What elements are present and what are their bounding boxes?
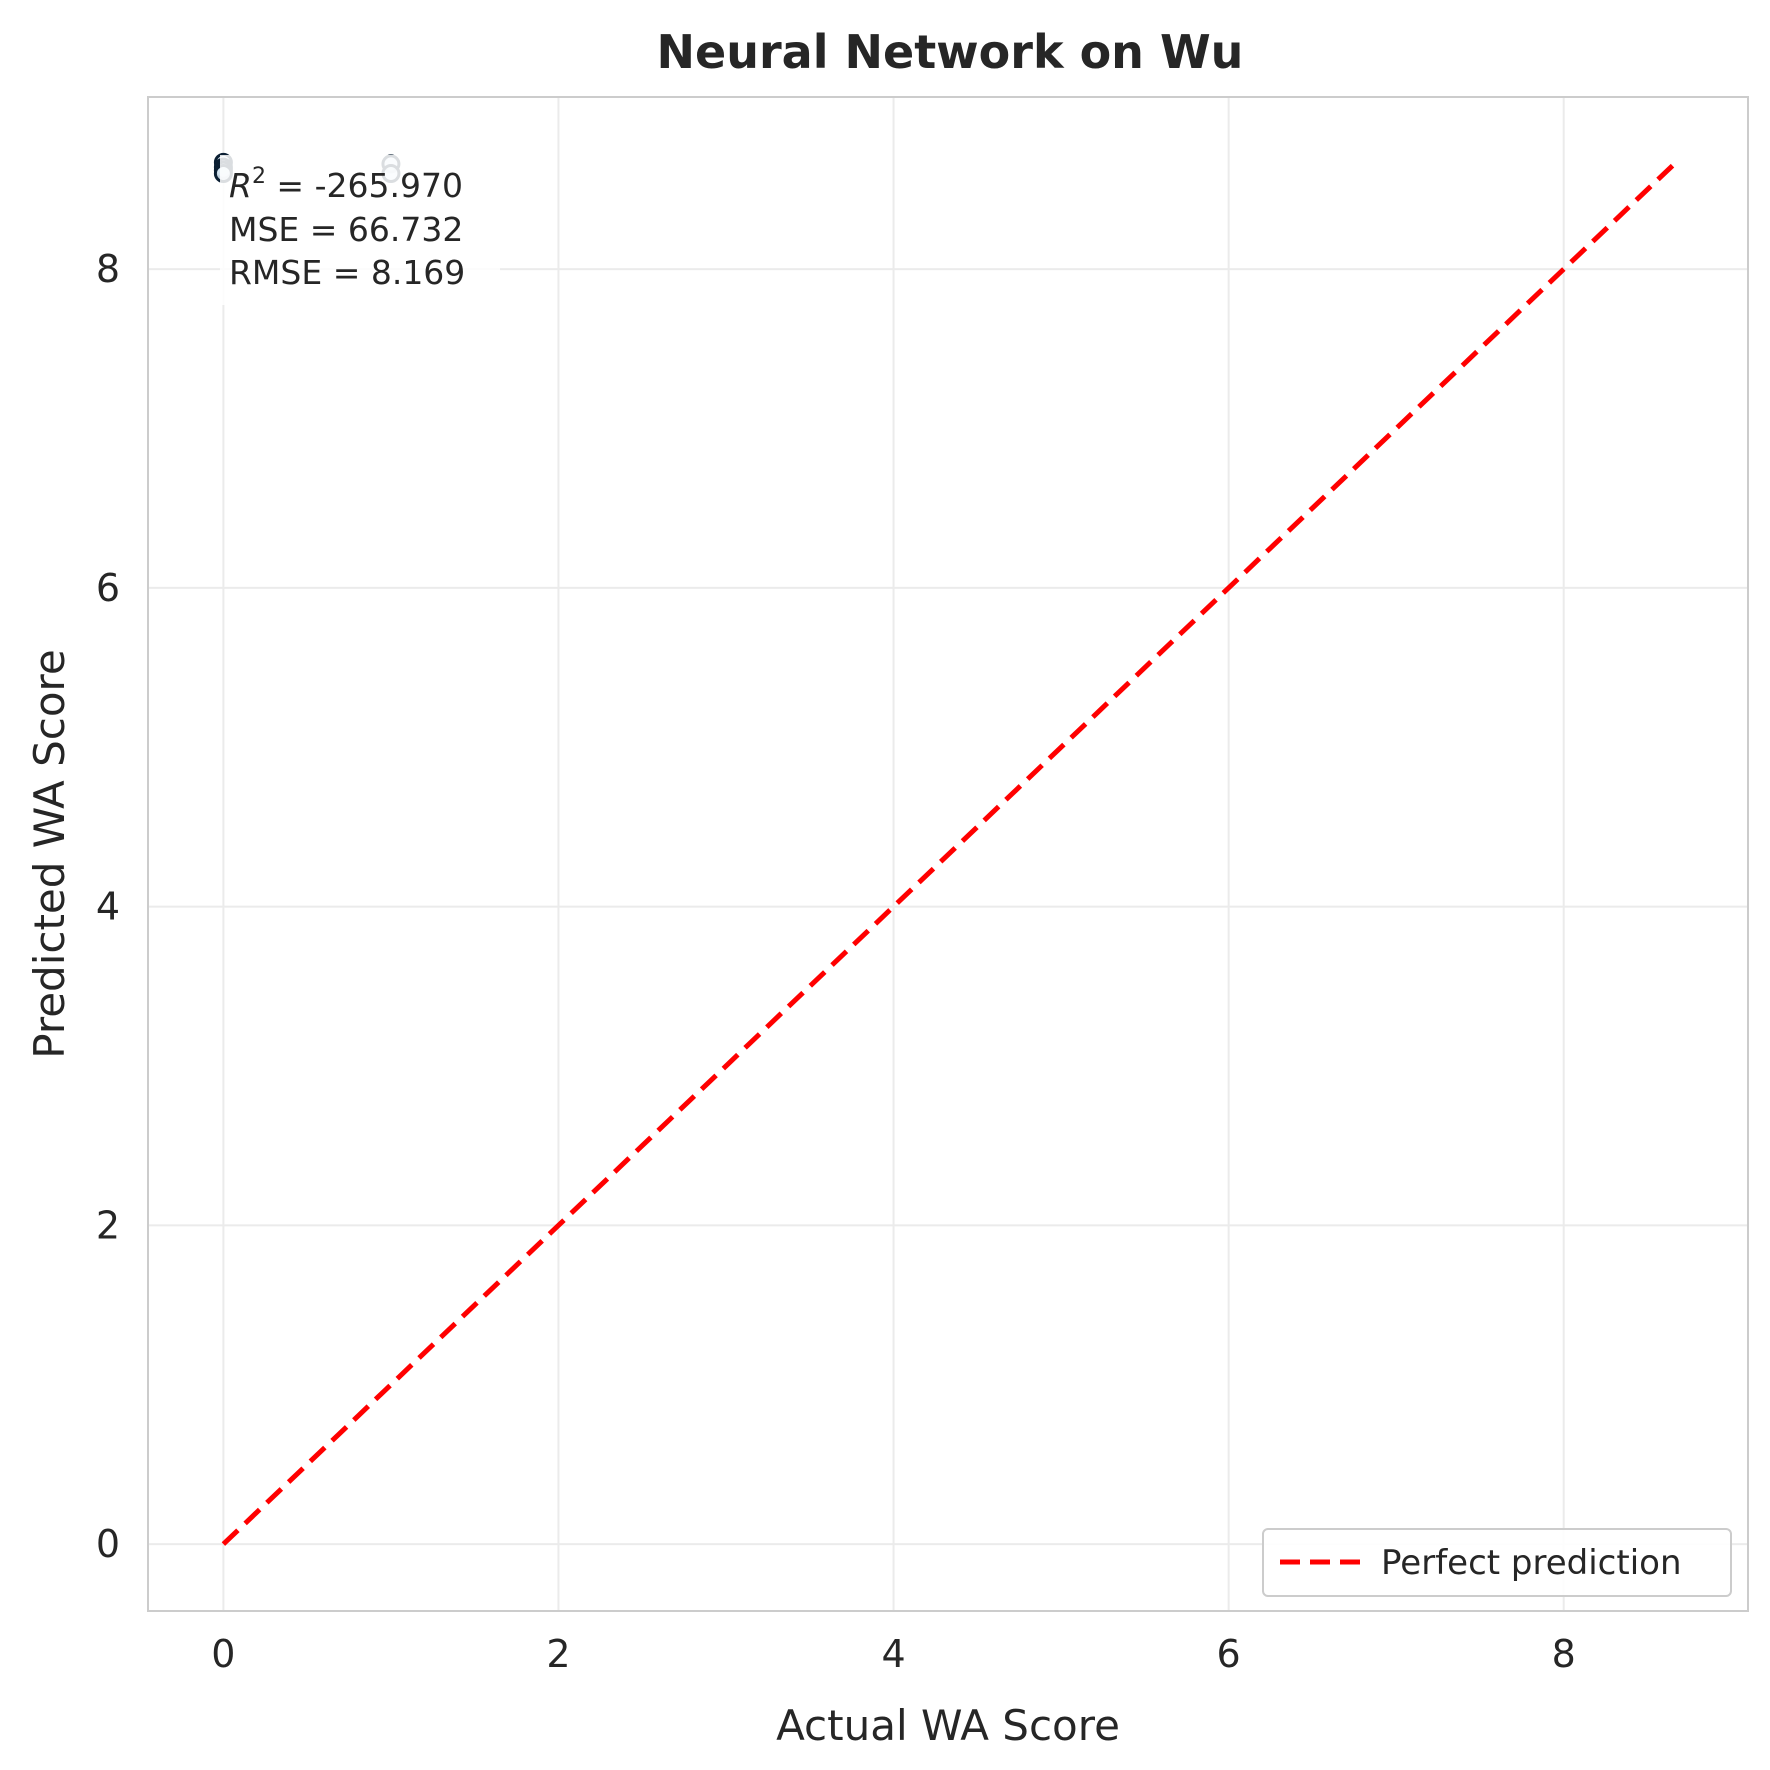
r2-symbol: R — [229, 166, 252, 205]
y-tick-label: 6 — [96, 566, 120, 610]
plot-marks — [213, 152, 1678, 1546]
y-tick-label: 4 — [96, 885, 120, 929]
y-axis-label: Predicted WA Score — [25, 649, 74, 1058]
x-axis-label: Actual WA Score — [776, 1701, 1120, 1750]
y-tick-label: 8 — [96, 247, 120, 291]
x-tick-label: 4 — [881, 1632, 905, 1676]
y-tick-label: 2 — [96, 1203, 120, 1247]
legend: Perfect prediction — [1262, 1528, 1732, 1597]
x-tick-label: 0 — [211, 1632, 235, 1676]
y-tick-label: 0 — [96, 1522, 120, 1566]
stats-annotation: R2 = -265.970 MSE = 66.732 RMSE = 8.169 — [220, 155, 500, 305]
x-tick-label: 6 — [1217, 1632, 1241, 1676]
tick-labels: 0 2 4 6 8 0 2 4 6 8 — [96, 247, 1576, 1676]
plot-frame — [147, 96, 1749, 1612]
stats-background — [220, 155, 500, 305]
r2-superscript: 2 — [252, 164, 266, 189]
mse-stat: MSE = 66.732 — [229, 210, 463, 249]
r2-value: = -265.970 — [266, 166, 463, 205]
perfect-prediction-line — [221, 160, 1678, 1546]
x-tick-label: 2 — [546, 1632, 570, 1676]
grid — [148, 97, 1748, 1611]
r2-stat: R2 = -265.970 — [229, 164, 463, 205]
legend-box — [1262, 1528, 1732, 1597]
chart-title: Neural Network on Wu — [657, 25, 1244, 79]
rmse-stat: RMSE = 8.169 — [229, 253, 465, 292]
legend-label-perfect-prediction: Perfect prediction — [1381, 1543, 1682, 1583]
x-tick-label: 8 — [1552, 1632, 1576, 1676]
